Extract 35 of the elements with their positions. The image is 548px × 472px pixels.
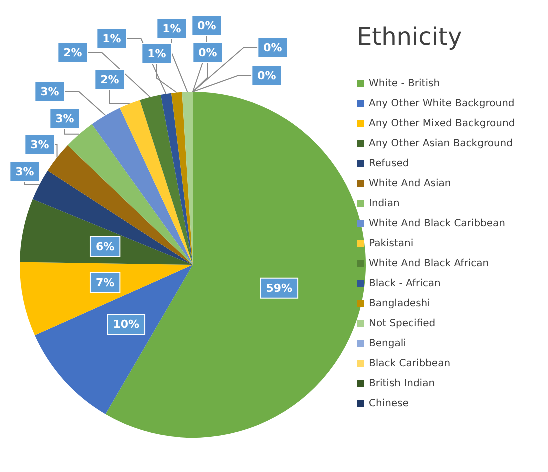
data-label: 2% <box>100 74 120 86</box>
legend-label: White And Black Caribbean <box>369 218 506 230</box>
legend-label: Any Other White Background <box>369 98 515 110</box>
legend-label: Refused <box>369 158 410 170</box>
legend-label: White - British <box>369 78 440 90</box>
text: 0% <box>264 42 282 54</box>
legend-label: Chinese <box>369 398 409 410</box>
legend-label: Black - African <box>369 278 441 290</box>
data-label: 6% <box>96 240 115 254</box>
data-label: 2% <box>64 46 82 60</box>
legend-label: Black Caribbean <box>369 358 451 370</box>
data-label: 3% <box>30 138 50 152</box>
legend-label: White And Asian <box>369 178 452 190</box>
legend-label: White And Black African <box>369 258 490 270</box>
legend-label: Bengali <box>369 338 406 350</box>
legend-label: Any Other Mixed Background <box>369 118 516 130</box>
legend-label: Indian <box>369 198 400 210</box>
data-label: 1% <box>148 48 166 60</box>
data-label: 3% <box>16 166 34 178</box>
legend-label: British Indian <box>369 378 436 390</box>
legend-label: Any Other Asian Background <box>369 138 513 150</box>
legend-label: Bangladeshi <box>369 298 430 310</box>
legend-label: Not Specified <box>369 318 436 330</box>
text: 0% <box>258 70 276 82</box>
data-label: 1% <box>102 32 122 46</box>
data-label: 7% <box>96 276 115 290</box>
data-label: 3% <box>40 86 60 98</box>
data-label: 10% <box>113 318 140 332</box>
legend-label: Pakistani <box>369 238 414 250</box>
legend-title: Ethnicity <box>357 23 462 51</box>
data-label: 3% <box>56 112 74 126</box>
text: 0% <box>198 46 218 60</box>
data-label: 1% <box>162 22 182 36</box>
data-label: 59% <box>266 282 293 295</box>
text: 0% <box>198 20 216 32</box>
